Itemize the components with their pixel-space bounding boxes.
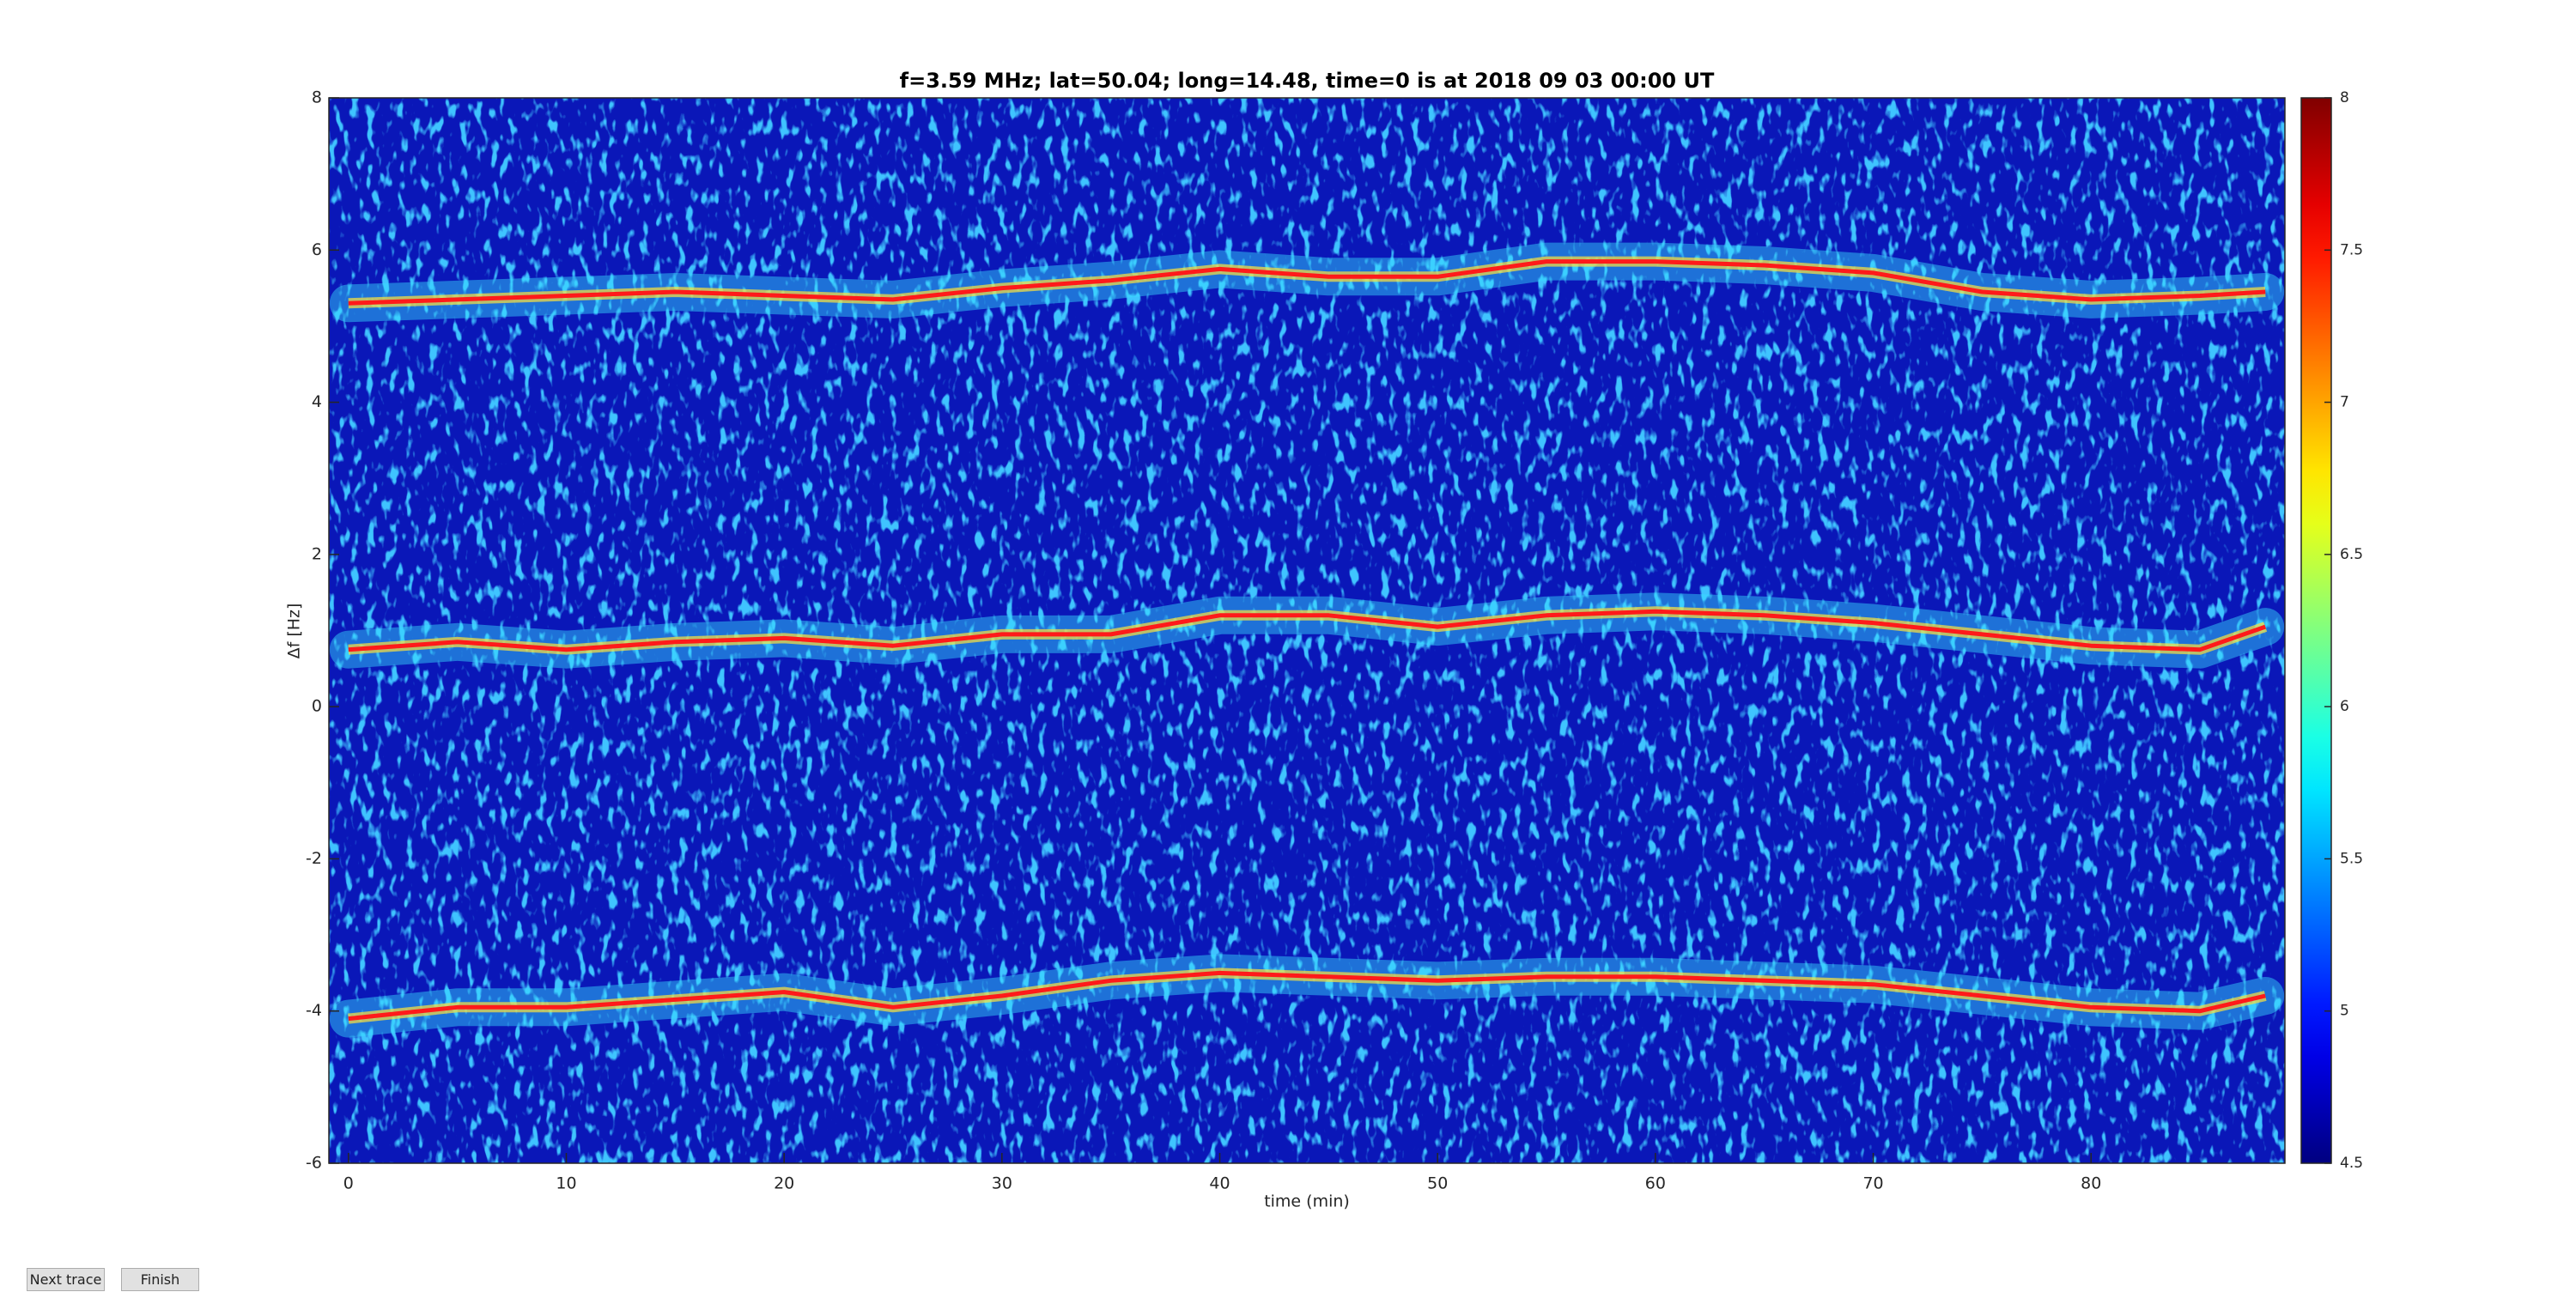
colorbar-tick-label: 7.5 bbox=[2340, 241, 2363, 258]
colorbar-tick-label: 6 bbox=[2340, 698, 2349, 715]
x-tick-label: 20 bbox=[774, 1174, 794, 1193]
x-tick-label: 10 bbox=[556, 1174, 576, 1193]
axes-box bbox=[328, 97, 2286, 1164]
chart-title: f=3.59 MHz; lat=50.04; long=14.48, time=… bbox=[900, 69, 1715, 93]
colorbar-tick-label: 5.5 bbox=[2340, 850, 2363, 867]
colorbar-tick-label: 7 bbox=[2340, 394, 2349, 411]
next-trace-button[interactable]: Next trace bbox=[27, 1268, 105, 1291]
figure: f=3.59 MHz; lat=50.04; long=14.48, time=… bbox=[285, 69, 2364, 1211]
trace-line bbox=[348, 609, 2267, 652]
y-tick-label: -6 bbox=[306, 1154, 322, 1173]
y-tick-label: -2 bbox=[306, 849, 322, 868]
x-axis-label: time (min) bbox=[1264, 1192, 1350, 1211]
colorbar-tick-label: 5 bbox=[2340, 1003, 2349, 1020]
x-tick-label: 50 bbox=[1427, 1174, 1448, 1193]
x-tick-label: 70 bbox=[1862, 1174, 1883, 1193]
y-tick-label: 2 bbox=[312, 544, 322, 563]
x-tick-label: 60 bbox=[1645, 1174, 1666, 1193]
y-axis-label: Δf [Hz] bbox=[285, 604, 304, 659]
traces bbox=[329, 242, 2285, 1038]
finish-button[interactable]: Finish bbox=[121, 1268, 199, 1291]
y-tick-label: 6 bbox=[312, 240, 322, 259]
y-tick-label: 4 bbox=[312, 392, 322, 411]
x-tick-label: 40 bbox=[1209, 1174, 1230, 1193]
y-tick-label: -4 bbox=[306, 1001, 322, 1020]
colorbar-tick-label: 6.5 bbox=[2340, 546, 2363, 563]
colorbar bbox=[2300, 97, 2332, 1164]
x-tick-label: 80 bbox=[2081, 1174, 2101, 1193]
colorbar-tick-label: 4.5 bbox=[2340, 1155, 2363, 1172]
trace-line bbox=[348, 970, 2266, 1022]
trace-line bbox=[348, 259, 2266, 306]
y-tick-label: 0 bbox=[312, 697, 322, 716]
colorbar-tick-label: 8 bbox=[2340, 89, 2349, 106]
x-tick-label: 30 bbox=[992, 1174, 1012, 1193]
x-tick-label: 0 bbox=[343, 1174, 354, 1193]
y-tick-label: 8 bbox=[312, 88, 322, 107]
